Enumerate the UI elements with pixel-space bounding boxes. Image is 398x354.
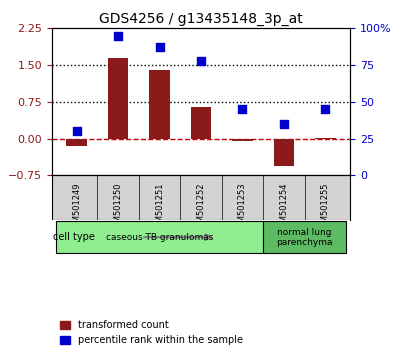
Point [322,107,329,112]
Bar [273,139,294,166]
Text: caseous TB granulomas: caseous TB granulomas [106,233,213,242]
Bar [232,139,253,141]
Point [198,58,204,63]
Bar [66,139,87,146]
Text: GSM501251: GSM501251 [155,182,164,233]
Text: GSM501254: GSM501254 [279,182,289,233]
Title: GDS4256 / g13435148_3p_at: GDS4256 / g13435148_3p_at [99,12,303,26]
Legend: transformed count, percentile rank within the sample: transformed count, percentile rank withi… [57,316,247,349]
Point [115,33,121,39]
Text: GSM501249: GSM501249 [72,182,81,233]
Point [281,121,287,127]
Text: GSM501255: GSM501255 [321,182,330,233]
Bar [315,138,336,139]
Text: cell type: cell type [53,232,94,242]
Point [74,129,80,134]
Text: normal lung
parenchyma: normal lung parenchyma [276,228,333,247]
Text: GSM501250: GSM501250 [113,182,123,233]
FancyBboxPatch shape [263,221,346,253]
Bar [191,107,211,139]
Point [239,107,246,112]
Text: GSM501252: GSM501252 [197,182,205,233]
Text: GSM501253: GSM501253 [238,182,247,233]
Bar [149,70,170,139]
FancyBboxPatch shape [56,221,263,253]
Point [156,45,163,50]
Bar [108,58,129,139]
